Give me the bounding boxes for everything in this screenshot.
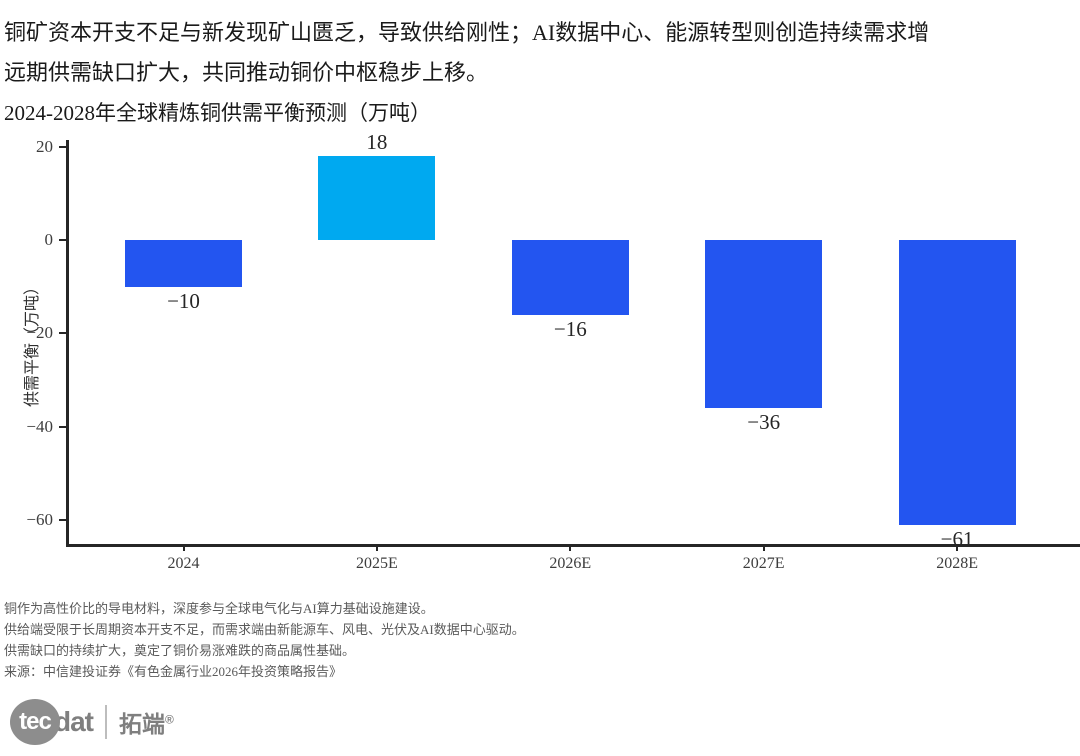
- y-tick-label: −40: [26, 416, 53, 436]
- y-tick-mark: [59, 239, 66, 241]
- footnote-line-3: 供需缺口的持续扩大，奠定了铜价易涨难跌的商品属性基础。: [4, 643, 356, 658]
- y-tick-label: 0: [44, 230, 54, 249]
- logo-divider: [105, 705, 107, 739]
- intro-text-line-2: 远期供需缺口扩大，共同推动铜价中枢稳步上移。: [4, 60, 489, 85]
- x-tick-label-2024: 2024: [167, 555, 200, 572]
- y-tick-mark: [59, 145, 66, 148]
- y-tick-label: −20: [26, 323, 53, 343]
- bar-2026E: [511, 240, 629, 315]
- x-tick-mark: [182, 545, 185, 551]
- bar-value-label-2024: −10: [167, 288, 200, 313]
- bar-2027E: [705, 240, 823, 409]
- x-axis-line: [66, 543, 1080, 547]
- x-tick-label-2027E: 2027E: [742, 555, 785, 572]
- chart-title: 2024-2028年全球精炼铜供需平衡预测（万吨）: [4, 101, 431, 125]
- logo-text-chinese: 拓端®: [119, 711, 174, 737]
- y-tick-mark: [59, 425, 66, 428]
- x-tick-mark: [569, 545, 572, 551]
- x-tick-mark: [956, 545, 959, 551]
- bar-value-label-2027E: −36: [747, 410, 781, 435]
- supply-demand-balance-bar-chart: 供需平衡（万吨） 20 0 −20 −40 −60 −10 2024 18 2025E −16 20…: [0, 130, 1080, 596]
- bar-value-label-2025E: 18: [366, 129, 388, 154]
- y-tick-mark: [59, 332, 66, 335]
- footnotes: 铜作为高性价比的导电材料，深度参与全球电气化与AI算力基础设施建设。供给端受限于…: [4, 598, 525, 682]
- y-tick-label: 20: [36, 136, 53, 156]
- logo-text-tec: tec: [19, 708, 52, 735]
- footnote-line-1: 铜作为高性价比的导电材料，深度参与全球电气化与AI算力基础设施建设。: [4, 601, 434, 616]
- footnote-line-2: 供给端受限于长周期资本开支不足，而需求端由新能源车、风电、光伏及AI数据中心驱动…: [4, 622, 525, 637]
- x-tick-mark: [762, 545, 765, 551]
- bar-2028E: [898, 240, 1016, 525]
- bar-value-label-2026E: −16: [553, 316, 587, 341]
- x-tick-label-2028E: 2028E: [936, 555, 978, 572]
- y-tick-label: −60: [26, 510, 53, 530]
- logo-text-dat: dat: [54, 706, 94, 737]
- x-tick-label-2026E: 2026E: [549, 555, 592, 572]
- bar-2025E: [318, 155, 436, 240]
- logo-circle-icon: tec: [10, 699, 60, 745]
- x-tick-mark: [375, 545, 378, 551]
- registered-trademark-icon: ®: [165, 712, 174, 727]
- bar-2024: [125, 240, 242, 287]
- y-tick-mark: [59, 519, 66, 522]
- y-axis-line: [66, 140, 69, 547]
- footnote-line-4: 来源：中信建投证券《有色金属行业2026年投资策略报告》: [4, 664, 343, 679]
- tecdat-logo: tec dat 拓端®: [10, 696, 174, 748]
- x-tick-label-2025E: 2025E: [356, 555, 398, 572]
- intro-text-line-1: 铜矿资本开支不足与新发现矿山匮乏，导致供给刚性；AI数据中心、能源转型则创造持续…: [4, 20, 930, 45]
